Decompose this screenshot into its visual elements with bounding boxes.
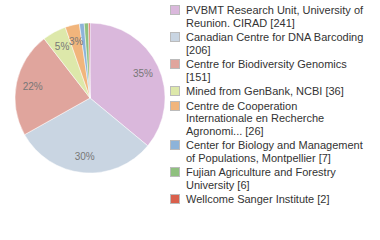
html-text:Fujian Agriculture and Forestr: Fujian Agriculture and Forestry Universi…: [186, 166, 336, 191]
html-text:Mined from GenBank, NCBI [36]: Mined from GenBank, NCBI [36]: [186, 85, 344, 97]
html-text:Center for Biology and Managem: Center for Biology and Management of Pop…: [186, 139, 363, 164]
html-text:Canadian Centre for DNA Barcod: Canadian Centre for DNA Barcoding [206]: [186, 31, 364, 56]
svg-text:35%: 35%: [133, 68, 153, 79]
html-text:Centre for Biodiversity Genomi: Centre for Biodiversity Genomics [151]: [186, 58, 347, 83]
html-text:PVBMT Research Unit, Universit: PVBMT Research Unit, University of Reuni…: [186, 4, 364, 29]
svg-text:5%: 5%: [55, 41, 70, 52]
svg-text:22%: 22%: [23, 81, 43, 92]
svg-text:3%: 3%: [69, 36, 84, 47]
html-text:Wellcome Sanger Institute [2]: Wellcome Sanger Institute [2]: [186, 193, 330, 205]
html-text:Centre de Cooperation Internat: Centre de Cooperation Internationale en …: [186, 99, 325, 137]
svg-text:30%: 30%: [75, 151, 95, 162]
